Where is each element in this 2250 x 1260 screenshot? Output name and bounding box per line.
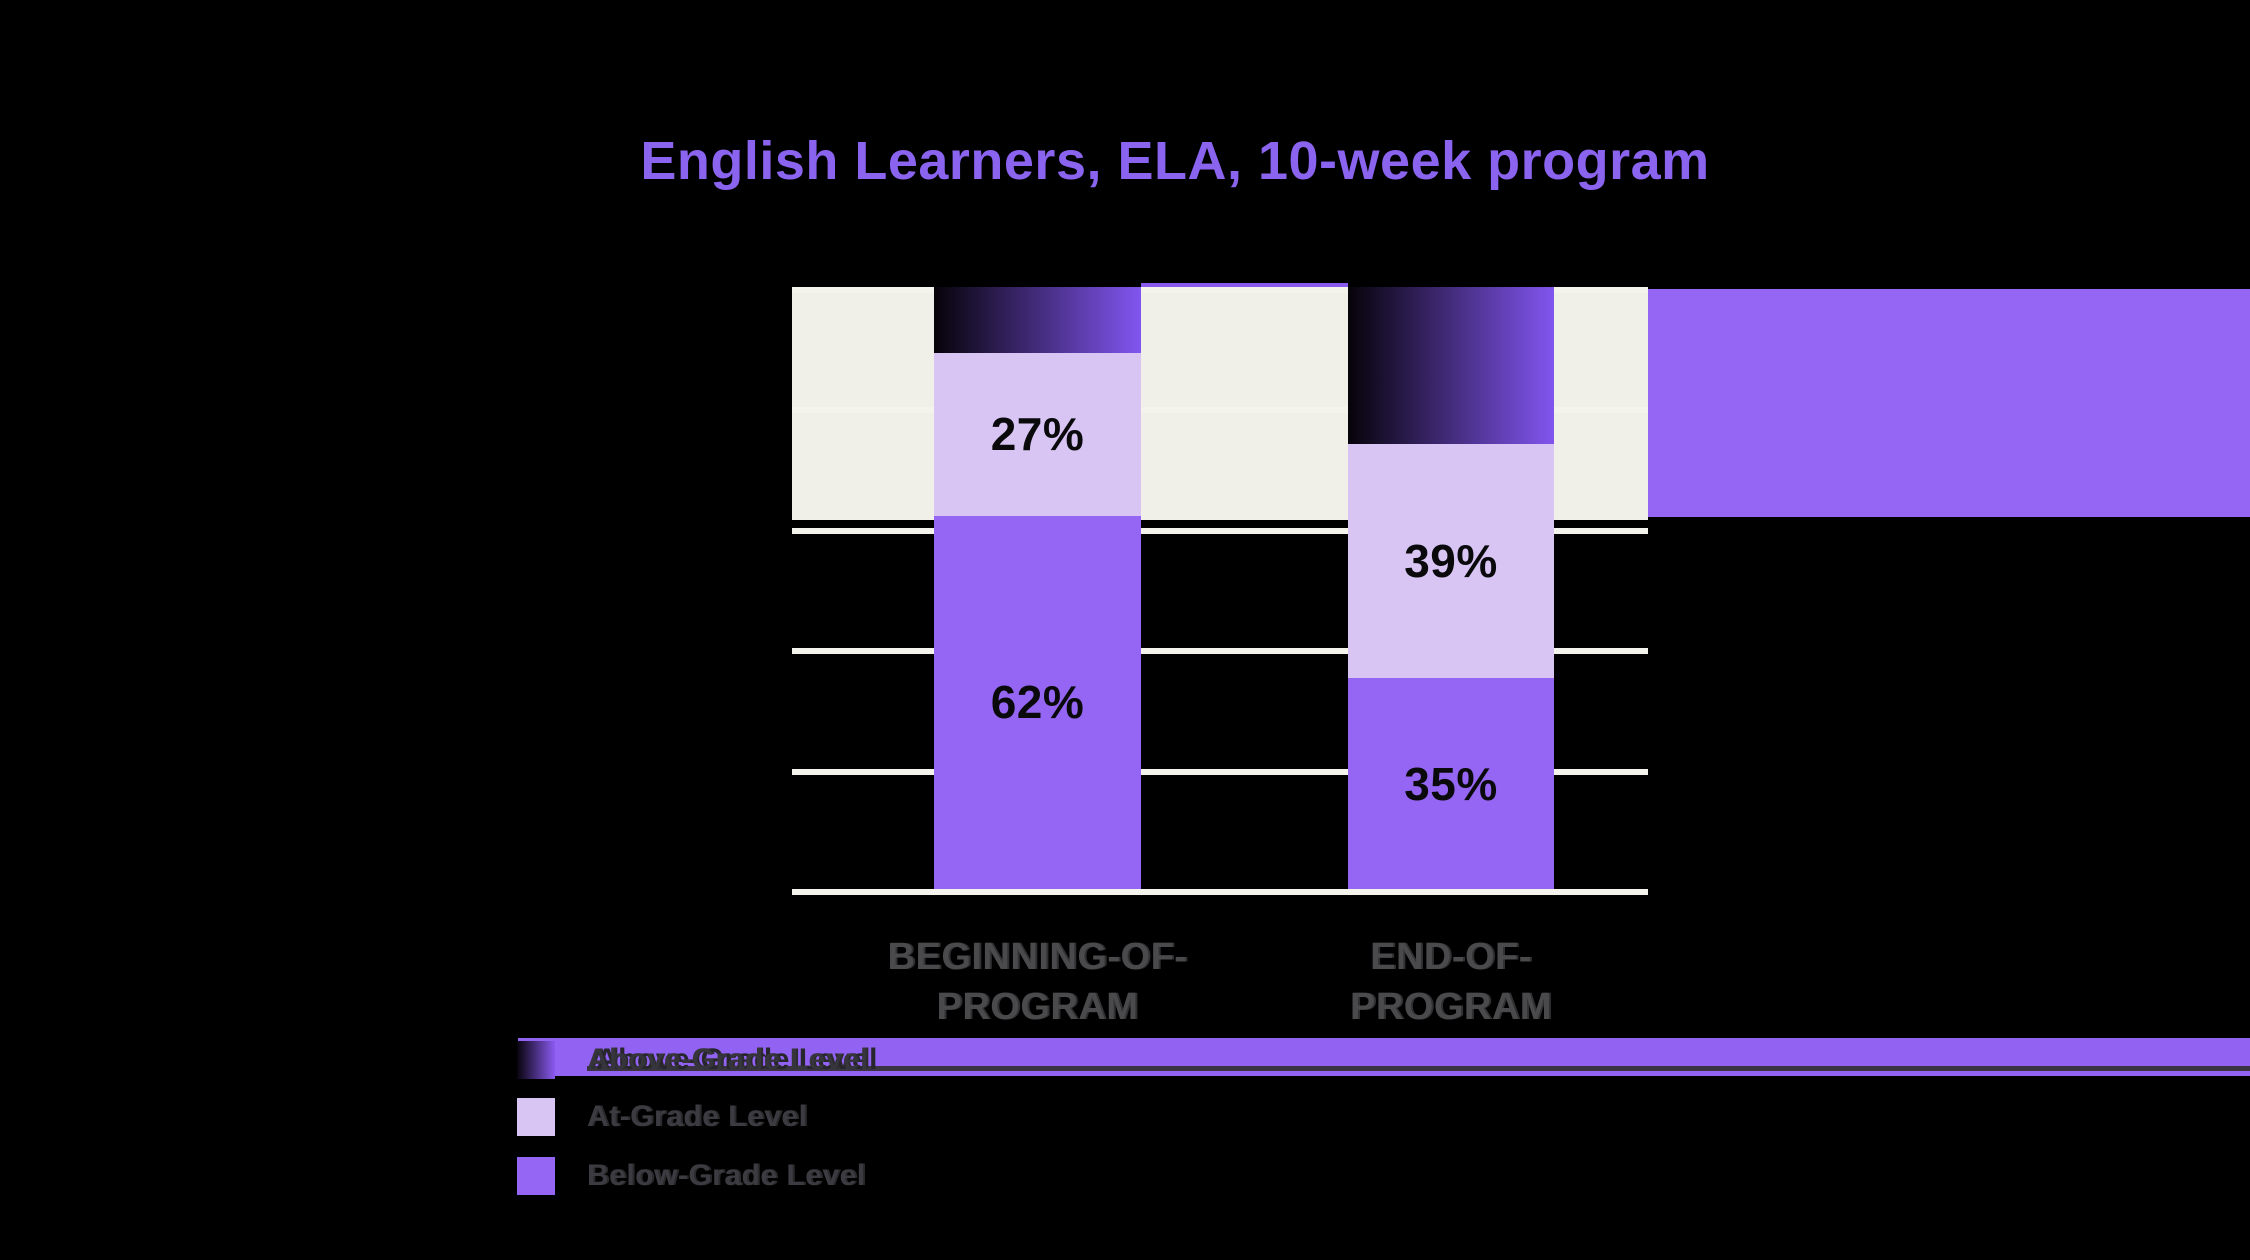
value-label-below-grade: 35% <box>1404 757 1498 810</box>
legend-row-at-grade: At-Grade Level <box>517 1098 1117 1136</box>
legend-label-below-grade: Below-Grade Level <box>587 1159 866 1192</box>
legend-row-below-grade: Below-Grade Level <box>517 1157 1117 1195</box>
gridline-80-percent <box>792 407 1648 414</box>
bar-beginning-of-program: 27% 62% <box>934 287 1141 889</box>
bar-segment-at-grade: 39% <box>1348 443 1554 679</box>
gridline-100-percent <box>792 287 1648 293</box>
axis-label-beginning-of-program: BEGINNING-OF-PROGRAM <box>887 936 1188 1028</box>
bar-segment-above-grade <box>1348 287 1554 444</box>
bar-segment-below-grade: 35% <box>1348 678 1554 889</box>
value-label-below-grade: 62% <box>990 676 1085 729</box>
bar-end-of-program: 39% 35% <box>1348 287 1554 889</box>
legend-swatch-at-grade <box>517 1098 555 1136</box>
legend-label-above-grade: Above-Grade Level <box>587 1043 869 1076</box>
bar-top-connector-line <box>1141 283 1348 290</box>
gridline-40-percent <box>792 648 1648 655</box>
bar-segment-above-grade <box>934 287 1141 354</box>
legend-swatch-above-grade <box>517 1041 555 1079</box>
gridline-60-percent <box>792 527 1648 534</box>
legend-row-above-grade: Above-Grade Level <box>517 1041 1117 1079</box>
legend-band-stripe <box>587 1066 2250 1071</box>
legend-label-at-grade: At-Grade Level <box>587 1100 808 1133</box>
legend-swatch-below-grade <box>517 1157 555 1195</box>
axis-label-end-of-program: END-OF-PROGRAM <box>1350 936 1552 1028</box>
right-accent-purple-band <box>1648 289 2250 517</box>
value-label-at-grade: 27% <box>990 408 1085 461</box>
bar-segment-at-grade: 27% <box>934 353 1141 516</box>
gridline-20-percent <box>792 768 1648 775</box>
bar-segment-below-grade: 62% <box>934 515 1141 889</box>
chart-title: English Learners, ELA, 10-week program <box>640 131 1710 191</box>
gridline-0-percent <box>792 889 1648 895</box>
value-label-at-grade: 39% <box>1404 534 1498 587</box>
